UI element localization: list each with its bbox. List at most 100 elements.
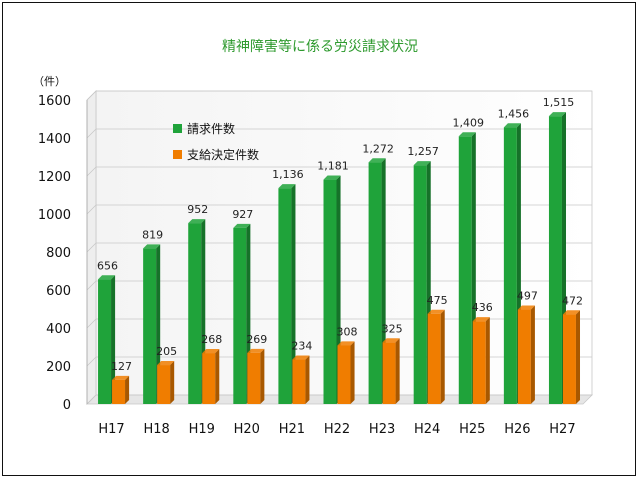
bar-claims-H24-front xyxy=(413,165,427,404)
legend-swatch-approvals xyxy=(173,150,182,159)
bar-approvals-H17 xyxy=(112,375,130,404)
bar-claims-H19-front xyxy=(188,223,202,404)
bar-approvals-H27 xyxy=(562,310,581,404)
data-label-claims-H26: 1,456 xyxy=(498,107,530,120)
bar-approvals-H20-front xyxy=(247,352,261,404)
legend-label-approvals: 支給決定件数 xyxy=(187,147,259,162)
bar-claims-H23-top xyxy=(368,158,386,163)
bar-approvals-H23-front xyxy=(382,342,396,404)
data-label-approvals-H27: 472 xyxy=(562,294,583,307)
bar-claims-H27-top xyxy=(548,112,567,117)
bar-approvals-H21 xyxy=(292,355,310,404)
legend-swatch-claims xyxy=(173,124,182,133)
bar-approvals-H17-side xyxy=(125,375,130,404)
bar-approvals-H18-front xyxy=(157,365,171,404)
x-tick-label-H17: H17 xyxy=(98,422,124,437)
bar-approvals-H24-top xyxy=(427,309,445,314)
bar-approvals-H17-front xyxy=(112,379,126,404)
gridline-diag-7 xyxy=(86,128,97,139)
bar-claims-H25-top xyxy=(458,132,476,137)
bar-approvals-H20-top xyxy=(247,348,265,353)
data-label-approvals-H19: 268 xyxy=(201,333,222,346)
data-label-approvals-H20: 269 xyxy=(246,333,267,346)
data-label-claims-H22: 1,181 xyxy=(317,160,349,173)
bar-claims-H18-front xyxy=(143,248,157,404)
bar-approvals-H23 xyxy=(382,338,400,404)
y-tick-label: 200 xyxy=(46,360,71,375)
bar-approvals-H18 xyxy=(157,361,175,404)
bar-claims-H18-top xyxy=(143,244,161,249)
bar-claims-H24-top xyxy=(413,161,431,166)
y-axis-unit-label: （件） xyxy=(33,75,66,88)
x-axis-ticks: H17 H18 H19 H20 H21 H22 H23 H24 H25 H26 H27 xyxy=(98,422,575,437)
bar-approvals-H26-front xyxy=(517,309,531,404)
bar-approvals-H21-side xyxy=(305,355,310,404)
data-label-approvals-H22: 308 xyxy=(337,325,358,338)
bar-approvals-H25-top xyxy=(472,317,490,322)
x-tick-label-H19: H19 xyxy=(189,422,215,437)
bar-approvals-H22-front xyxy=(337,345,351,404)
bar-claims-H26-front xyxy=(503,127,517,405)
bar-claims-H17-side xyxy=(111,275,116,404)
bar-claims-H21-top xyxy=(278,184,296,189)
data-label-claims-H21: 1,136 xyxy=(272,168,304,181)
bar-claims-H21-side xyxy=(291,184,296,404)
bar-approvals-H24-side xyxy=(440,309,445,404)
bar-claims-H25-front xyxy=(458,136,472,405)
gridline-diag-8 xyxy=(86,90,97,101)
data-label-approvals-H24: 475 xyxy=(427,294,448,307)
bar-approvals-H26 xyxy=(517,305,535,404)
x-tick-label-H21: H21 xyxy=(279,422,305,437)
bar-approvals-H25-front xyxy=(472,321,486,404)
bar-claims-H20-front xyxy=(233,227,247,404)
bar-approvals-H22 xyxy=(337,341,355,404)
x-tick-label-H27: H27 xyxy=(549,422,575,437)
bar-approvals-H19-side xyxy=(215,349,220,404)
y-tick-label: 600 xyxy=(46,284,71,299)
bar-approvals-H21-top xyxy=(292,355,310,360)
bar-claims-H17-front xyxy=(98,279,112,404)
bar-approvals-H27-top xyxy=(562,310,581,315)
data-label-claims-H25: 1,409 xyxy=(453,116,485,129)
bar-approvals-H20 xyxy=(247,348,265,404)
bar-claims-H21 xyxy=(278,184,296,404)
gridline-diag-1 xyxy=(86,356,97,367)
y-tick-label: 400 xyxy=(46,322,71,337)
bar-approvals-H21-front xyxy=(292,359,306,404)
gridline-diag-5 xyxy=(86,204,97,215)
bar-approvals-H19-top xyxy=(202,349,220,354)
bar-approvals-H23-top xyxy=(382,338,400,343)
bar-approvals-H24-front xyxy=(427,313,441,404)
bar-approvals-H26-side xyxy=(530,305,535,404)
bar-claims-H23-front xyxy=(368,162,382,404)
bars-layer xyxy=(98,112,581,405)
y-axis-ticks: 0 200 400 600 800 1000 1200 1400 1600 xyxy=(38,94,71,413)
x-tick-label-H24: H24 xyxy=(414,422,440,437)
x-tick-label-H26: H26 xyxy=(504,422,530,437)
bar-chart: 精神障害等に係る労災請求状況 （件） 0 200 400 600 800 1000 1200… xyxy=(33,38,593,437)
bar-claims-H17-top xyxy=(98,275,116,280)
bar-claims-H22-top xyxy=(323,175,341,180)
data-label-approvals-H18: 205 xyxy=(156,345,177,358)
gridline-diag-2 xyxy=(86,318,97,329)
bar-approvals-H18-side xyxy=(170,361,175,404)
bar-approvals-H24 xyxy=(427,309,445,404)
gridline-diag-6 xyxy=(86,166,97,177)
y-tick-label: 1200 xyxy=(38,170,71,185)
bar-claims-H21-front xyxy=(278,188,292,404)
y-tick-label: 1400 xyxy=(38,132,71,147)
bar-claims-H22-front xyxy=(323,179,337,404)
y-tick-label: 1600 xyxy=(38,94,71,109)
bar-approvals-H27-front xyxy=(562,314,576,404)
chart-frame: 精神障害等に係る労災請求状況 （件） 0 200 400 600 800 1000 1200… xyxy=(2,2,636,476)
x-tick-label-H23: H23 xyxy=(369,422,395,437)
bar-approvals-H23-side xyxy=(395,338,400,404)
data-label-claims-H24: 1,257 xyxy=(407,145,439,158)
bar-approvals-H18-top xyxy=(157,361,175,366)
bar-approvals-H25 xyxy=(472,317,490,404)
bar-approvals-H17-top xyxy=(112,375,130,380)
data-label-approvals-H25: 436 xyxy=(472,301,493,314)
bar-approvals-H26-top xyxy=(517,305,535,310)
data-label-approvals-H21: 234 xyxy=(291,340,312,353)
bar-approvals-H19-front xyxy=(202,353,216,404)
